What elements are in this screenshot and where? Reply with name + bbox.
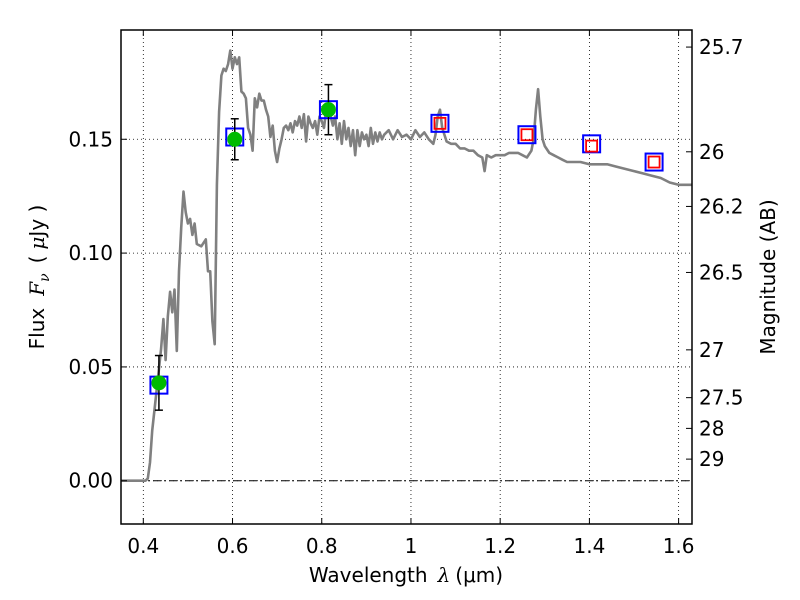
x-tick-label: 0.4 [127,534,159,558]
series-layer [121,49,692,482]
plot-frame [120,29,693,525]
y2-tick-label: 29 [699,447,724,471]
marker-layer [149,83,664,411]
y-axis-label: FluxFν(μJy ) [25,205,53,350]
x-axis-label: Wavelength λ (μm) [309,563,503,587]
predicted-photometry-square [433,116,447,130]
predicted-photometry-square [585,139,599,153]
x-tick-label: 1 [405,534,418,558]
y2-tick-label: 26.2 [699,194,744,218]
x-tick-label: 1.6 [663,534,695,558]
x-tick-label: 0.6 [217,534,249,558]
y2-tick-label: 25.7 [699,35,744,59]
y2-axis-label: Magnitude (AB) [756,199,780,354]
observed-photometry-point [320,102,336,118]
y2-tick-label: 27.5 [699,386,744,410]
model-photometry-square [517,125,537,145]
y-tick-label: 0.00 [68,469,113,493]
observed-photometry-point [151,375,167,391]
y2-tick-label: 26 [699,140,724,164]
y2-tick-label: 26.5 [699,260,744,284]
spectrum-line [121,49,692,482]
y-tick-label: 0.10 [68,241,113,265]
y-tick-label: 0.15 [68,127,113,151]
y2-tick-label: 27 [699,338,724,362]
y-tick-label: 0.05 [68,355,113,379]
x-tick-label: 0.8 [306,534,338,558]
x-tick-label: 1.4 [573,534,605,558]
model-photometry-square [430,113,450,133]
ticks: 0.4 0.6 0.8 1 1.2 1.4 1.6 0.00 0.05 0.10 0.15 25.7 2… [68,30,744,558]
predicted-photometry-square [520,128,534,142]
model-photometry-square [644,152,664,172]
plot-area [121,30,692,524]
observed-photometry-point [227,131,243,147]
x-tick-label: 1.2 [484,534,516,558]
predicted-photometry-square [647,155,661,169]
y2-tick-label: 28 [699,416,724,440]
